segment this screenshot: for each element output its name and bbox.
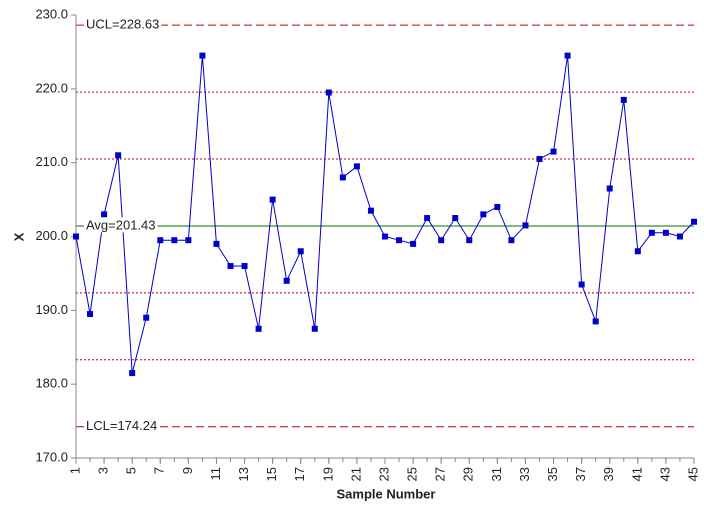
marker <box>255 325 262 332</box>
marker <box>129 370 136 377</box>
marker <box>283 277 290 284</box>
marker <box>241 263 248 270</box>
x-tick-label: 39 <box>601 467 616 481</box>
x-tick-label: 19 <box>320 467 335 481</box>
label-background <box>84 418 160 434</box>
marker <box>424 215 431 222</box>
limit-label: Avg=201.43 <box>86 217 156 232</box>
series-line <box>75 55 695 374</box>
x-tick-label: 1 <box>67 467 82 474</box>
marker <box>227 263 234 270</box>
marker <box>396 237 403 244</box>
x-tick-label: 3 <box>96 467 111 474</box>
marker <box>466 237 473 244</box>
x-tick-label: 31 <box>489 467 504 481</box>
x-tick-label: 43 <box>657 467 672 481</box>
marker <box>367 207 374 214</box>
y-tick-label: 200.0 <box>35 228 68 243</box>
marker <box>311 325 318 332</box>
marker <box>606 185 613 192</box>
x-tick-label: 11 <box>208 467 223 481</box>
x-tick-label: 25 <box>405 467 420 481</box>
label-background <box>84 16 162 32</box>
x-tick-label: 29 <box>461 467 476 481</box>
y-tick-label: 210.0 <box>35 154 68 169</box>
x-tick-label: 17 <box>292 467 307 481</box>
x-tick-label: 23 <box>376 467 391 481</box>
marker <box>185 237 192 244</box>
x-tick-label: 33 <box>517 467 532 481</box>
x-tick-label: 15 <box>264 467 279 481</box>
marker <box>213 240 220 247</box>
x-tick-label: 41 <box>629 467 644 481</box>
marker <box>73 233 79 240</box>
limit-label: LCL=174.24 <box>86 418 157 433</box>
marker <box>620 96 627 103</box>
y-tick-label: 220.0 <box>35 80 68 95</box>
marker <box>452 215 459 222</box>
marker <box>157 237 164 244</box>
x-tick-label: 7 <box>152 467 167 474</box>
marker <box>143 314 150 321</box>
marker <box>269 196 276 203</box>
marker <box>648 229 655 236</box>
marker <box>87 311 94 318</box>
marker <box>550 148 557 155</box>
marker <box>691 218 697 225</box>
marker <box>171 237 178 244</box>
marker <box>438 237 445 244</box>
marker <box>480 211 487 218</box>
x-tick-label: 45 <box>685 467 700 481</box>
x-tick-label: 5 <box>124 467 139 474</box>
x-tick-label: 9 <box>180 467 195 474</box>
x-axis-label: Sample Number <box>337 486 436 501</box>
marker <box>339 174 346 181</box>
marker <box>199 52 206 59</box>
marker <box>410 240 417 247</box>
marker <box>297 248 304 255</box>
marker <box>508 237 515 244</box>
marker <box>634 248 641 255</box>
y-tick-label: 180.0 <box>35 376 68 391</box>
y-tick-label: 190.0 <box>35 302 68 317</box>
marker <box>494 203 501 210</box>
marker <box>662 229 669 236</box>
marker <box>101 211 108 218</box>
marker <box>325 89 332 96</box>
y-tick-label: 230.0 <box>35 6 68 21</box>
marker <box>592 318 599 325</box>
marker <box>676 233 683 240</box>
limit-label: UCL=228.63 <box>86 17 159 32</box>
marker <box>522 222 529 229</box>
marker <box>536 155 543 162</box>
x-tick-label: 13 <box>236 467 251 481</box>
marker <box>578 281 585 288</box>
label-background <box>84 217 158 233</box>
x-tick-label: 21 <box>348 467 363 481</box>
marker <box>564 52 571 59</box>
marker <box>353 163 360 170</box>
x-tick-label: 37 <box>573 467 588 481</box>
x-tick-label: 35 <box>545 467 560 481</box>
marker <box>382 233 388 240</box>
x-tick-label: 27 <box>433 467 448 481</box>
marker <box>115 152 122 159</box>
y-axis-label: X <box>11 232 26 241</box>
y-tick-label: 170.0 <box>35 449 68 464</box>
